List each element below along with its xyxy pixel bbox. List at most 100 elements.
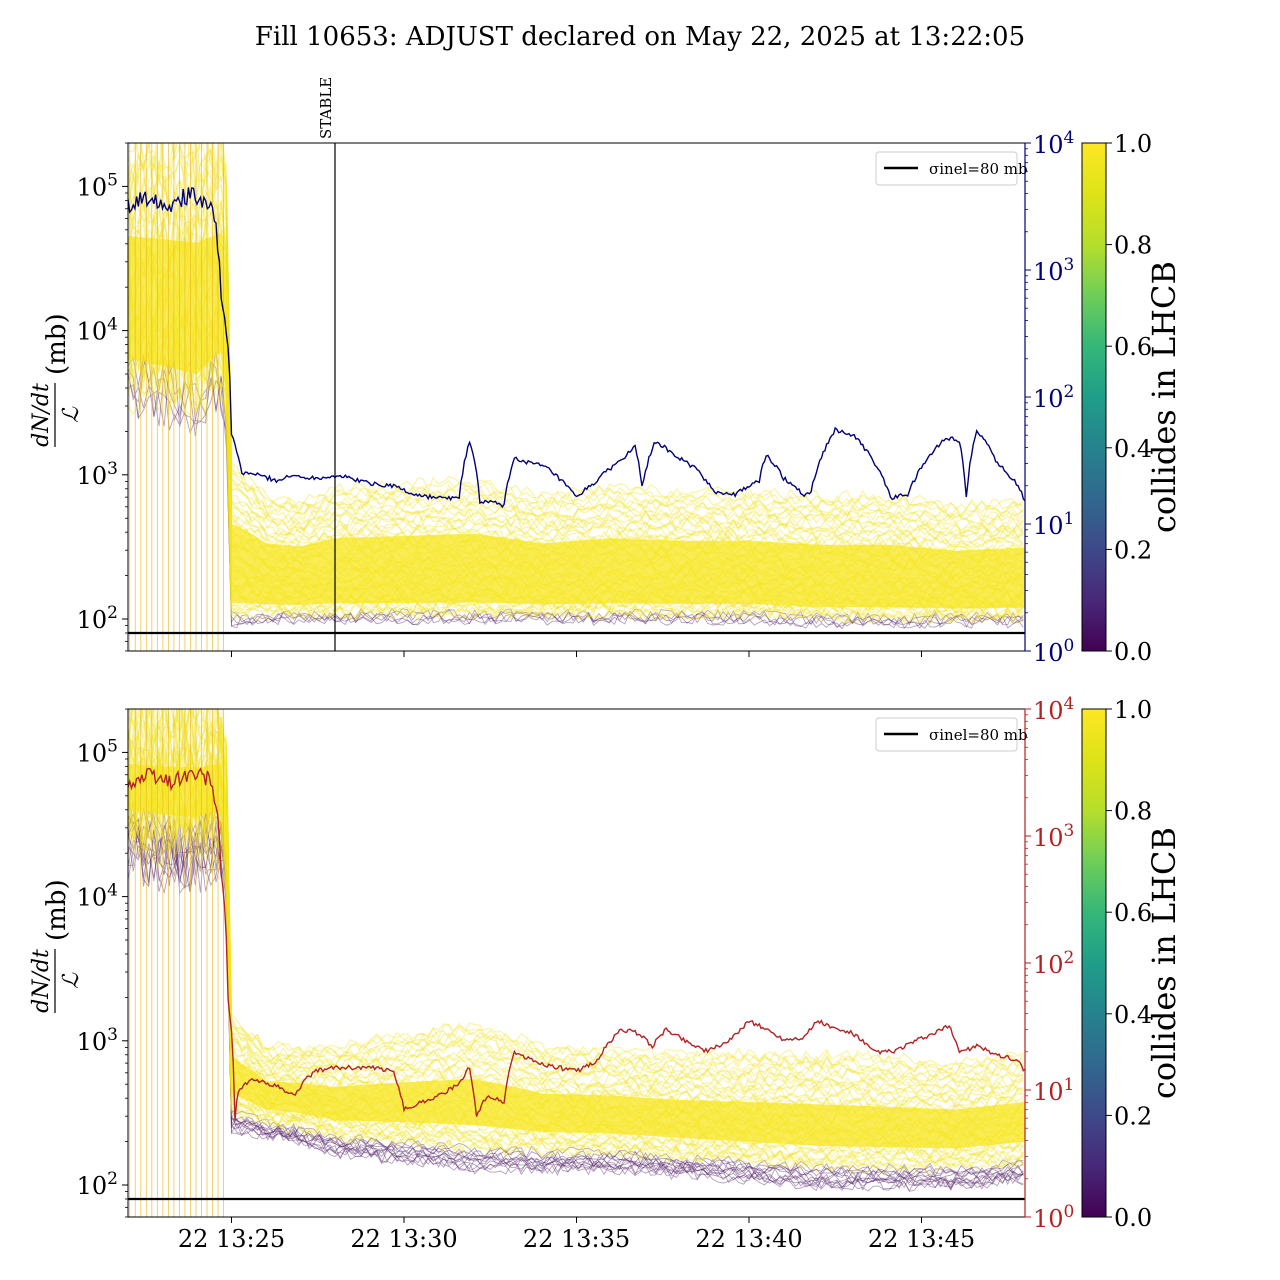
- top-bunch-trace: [128, 335, 1024, 620]
- bottom-right-tick-label: 103: [1033, 821, 1074, 852]
- top-axes: STABLE 102 103 104 105 dN/dt ℒ (mb) 100 101 102 103…: [29, 77, 1074, 667]
- bottom-bunch-trace: [128, 709, 1024, 1083]
- top-right-tick-label: 104: [1033, 128, 1074, 159]
- bottom-bunch-trace: [128, 826, 1024, 1192]
- bottom-left-tick-label: 103: [77, 1025, 118, 1056]
- bottom-right-tick-label: 101: [1033, 1075, 1074, 1106]
- bottom-bunch-trace: [128, 800, 1024, 1176]
- bottom-right-tick-label: 104: [1033, 694, 1074, 725]
- svg-text:ℒ: ℒ: [59, 406, 84, 423]
- bottom-colorbar-tick-label: 0.4: [1114, 1001, 1152, 1029]
- bottom-bunch-trace: [128, 794, 1024, 1168]
- top-right-tick-label: 103: [1033, 255, 1074, 286]
- bottom-bunch-trace: [128, 784, 1024, 1165]
- top-bunch-trace: [128, 154, 1024, 532]
- top-right-tick-label: 100: [1033, 636, 1074, 667]
- top-left-tick-label: 105: [77, 170, 118, 201]
- bottom-bunch-trace: [128, 713, 1024, 1101]
- top-legend-box: [875, 151, 1018, 186]
- top-bunch-trace: [128, 143, 1024, 523]
- top-bunch-trace: [128, 357, 1024, 626]
- bottom-bunch-trace: [128, 814, 1024, 1187]
- top-bunch-trace: [135, 143, 1024, 518]
- top-bunch-trace: [128, 143, 1024, 525]
- top-colorbar-tick-label: 0.4: [1114, 435, 1152, 463]
- bottom-bunch-trace: [128, 815, 1024, 1177]
- top-legend: σinel=80 mb: [875, 151, 1028, 186]
- top-bunch-trace: [128, 343, 1024, 623]
- top-bunch-trace: [128, 163, 1024, 534]
- top-bunch-trace: [128, 193, 1024, 551]
- top-right-tick-label: 101: [1033, 509, 1074, 540]
- bottom-bunch-trace: [128, 797, 1024, 1171]
- bottom-bunch-trace: [128, 783, 1024, 1162]
- stable-annotation: STABLE: [317, 77, 335, 139]
- bottom-colorbar-tick-label: 0.2: [1114, 1102, 1152, 1130]
- bottom-right-tick-label: 102: [1033, 948, 1074, 979]
- bottom-colorbar-tick-label: 0.8: [1114, 798, 1152, 826]
- top-colorbar-label: collides in LHCB: [1145, 261, 1183, 533]
- top-colorbar-tick-label: 1.0: [1114, 130, 1152, 158]
- bottom-colorbar-tick-label: 1.0: [1114, 696, 1152, 724]
- bottom-colorbar-tick-label: 0.0: [1114, 1204, 1152, 1232]
- top-panel: STABLE 102 103 104 105 dN/dt ℒ (mb) 100 101 102 103…: [29, 77, 1074, 667]
- top-left-tick-label: 103: [77, 459, 118, 490]
- top-bunch-trace: [128, 221, 1024, 563]
- bottom-bunch-trace: [128, 709, 1024, 1088]
- top-bunch-trace: [128, 167, 1024, 538]
- top-legend-label: σinel=80 mb: [929, 160, 1028, 178]
- top-colorbar-tick-label: 0.2: [1114, 536, 1152, 564]
- top-bunch-trace: [128, 338, 1024, 622]
- bottom-x-tick-label: 22 13:25: [178, 1225, 285, 1253]
- bottom-bunch-trace: [128, 742, 1024, 1123]
- top-rate-series: [128, 187, 1025, 509]
- top-bunch-trace: [128, 352, 1024, 627]
- bottom-legend: σinel=80 mb: [875, 717, 1028, 752]
- svg-text:ℒ: ℒ: [59, 972, 84, 989]
- bottom-right-tick-label: 100: [1033, 1202, 1074, 1233]
- top-bunch-trace: [128, 187, 1024, 551]
- bottom-x-tick-label: 22 13:30: [350, 1225, 457, 1253]
- top-colorbar: collides in LHCB 0.0 0.2 0.4 0.6 0.8 1.0: [1081, 130, 1183, 666]
- bottom-bunch-trace: [128, 813, 1024, 1175]
- bottom-bunch-trace: [128, 819, 1024, 1189]
- bottom-plot-area: [128, 709, 1025, 1217]
- top-band-core: [128, 233, 1025, 609]
- bottom-bunch-trace: [128, 716, 1024, 1098]
- svg-text:dN/dt: dN/dt: [29, 949, 54, 1013]
- bottom-bunch-trace: [128, 709, 1024, 1076]
- bottom-bunch-trace: [128, 717, 1024, 1104]
- bottom-bunch-trace: [128, 729, 1024, 1115]
- bottom-bunch-trace: [128, 821, 1024, 1184]
- bottom-bunch-trace: [128, 798, 1024, 1166]
- bottom-x-tick-label: 22 13:45: [868, 1225, 975, 1253]
- top-bunch-trace: [128, 162, 1024, 538]
- bottom-legend-label: σinel=80 mb: [929, 726, 1028, 744]
- bottom-bunch-trace: [128, 826, 1024, 1191]
- top-colorbar-gradient: [1081, 142, 1107, 652]
- svg-text:dN/dt: dN/dt: [29, 383, 54, 447]
- bottom-bunch-trace: [128, 709, 1024, 1093]
- bottom-bunch-trace: [128, 709, 1024, 1096]
- figure-title: Fill 10653: ADJUST declared on May 22, 2…: [255, 22, 1025, 52]
- bottom-colorbar: collides in LHCB 0.0 0.2 0.4 0.6 0.8 1.0: [1081, 696, 1183, 1232]
- bottom-bunch-trace: [128, 812, 1024, 1186]
- top-bunch-trace: [128, 168, 1024, 543]
- bottom-bunch-trace: [128, 709, 1024, 1081]
- bottom-bunch-trace: [128, 721, 1024, 1107]
- bottom-panel: 102 103 104 105 dN/dt ℒ (mb) 100 101 102 103 104 22 …: [29, 694, 1074, 1253]
- svg-text:(mb): (mb): [42, 879, 72, 941]
- bottom-left-tick-label: 102: [77, 1169, 118, 1200]
- bottom-bunch-trace: [130, 709, 1024, 1071]
- bottom-y-axis-label: dN/dt ℒ (mb): [29, 879, 84, 1013]
- bottom-bunch-trace: [128, 725, 1024, 1103]
- top-left-tick-label: 104: [77, 315, 118, 346]
- top-bunch-trace: [128, 143, 1024, 521]
- svg-text:(mb): (mb): [42, 313, 72, 375]
- top-y-axis-label: dN/dt ℒ (mb): [29, 313, 84, 447]
- top-bunch-trace: [128, 350, 1024, 628]
- top-bunch-trace: [128, 355, 1024, 629]
- top-bunch-trace: [128, 369, 1024, 630]
- bottom-x-tick-label: 22 13:40: [695, 1225, 802, 1253]
